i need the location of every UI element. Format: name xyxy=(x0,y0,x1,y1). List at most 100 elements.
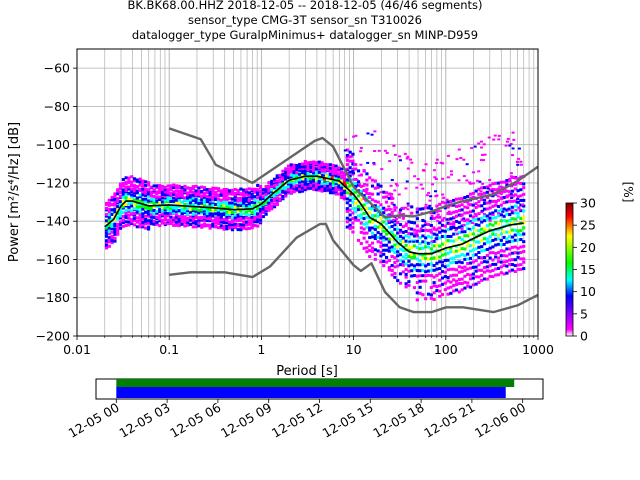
density-cell xyxy=(362,231,366,235)
density-cell xyxy=(407,280,411,284)
density-cell xyxy=(491,194,495,198)
density-cell xyxy=(317,163,321,167)
density-cell xyxy=(144,222,148,226)
density-cell xyxy=(200,201,204,205)
density-cell xyxy=(191,185,195,189)
density-cell xyxy=(491,187,495,191)
density-cell xyxy=(404,252,408,256)
density-cell xyxy=(309,160,313,164)
density-cell xyxy=(505,254,509,258)
density-cell xyxy=(247,205,251,209)
density-cell xyxy=(497,134,501,137)
density-cell xyxy=(233,213,237,217)
density-cell xyxy=(379,250,383,254)
density-cell xyxy=(465,163,469,166)
density-cell xyxy=(410,220,414,224)
density-cell xyxy=(270,204,274,208)
density-cell xyxy=(146,199,151,203)
density-cell xyxy=(272,179,277,183)
density-cell xyxy=(450,173,454,176)
density-cell xyxy=(113,224,117,228)
density-cell xyxy=(244,190,249,194)
density-cell xyxy=(446,286,450,290)
density-cell xyxy=(365,250,369,254)
density-cell xyxy=(121,192,125,196)
density-cell xyxy=(390,248,394,252)
density-cell xyxy=(477,192,481,196)
density-cell xyxy=(239,192,243,196)
density-cell xyxy=(412,267,417,271)
density-cell xyxy=(163,185,167,189)
density-cell xyxy=(448,211,452,214)
density-cell xyxy=(486,187,490,190)
density-cell xyxy=(314,179,319,183)
density-cell xyxy=(127,220,131,224)
density-cell xyxy=(233,195,237,199)
density-cell xyxy=(295,180,299,184)
density-cell xyxy=(398,234,403,238)
density-cell xyxy=(429,247,433,251)
density-cell xyxy=(160,206,165,210)
density-cell xyxy=(440,248,445,252)
density-cell xyxy=(188,189,193,193)
density-cell xyxy=(522,226,526,230)
density-cell xyxy=(340,171,344,175)
density-cell xyxy=(387,240,391,244)
density-cell xyxy=(454,288,459,292)
density-cell xyxy=(236,228,240,232)
density-cell xyxy=(412,244,417,248)
density-cell xyxy=(110,217,114,221)
density-cell xyxy=(110,224,114,228)
density-cell xyxy=(267,205,271,209)
density-cell xyxy=(174,209,179,213)
density-cell xyxy=(487,136,491,139)
density-cell xyxy=(471,209,475,213)
density-cell xyxy=(508,235,512,239)
density-cell xyxy=(107,207,111,211)
density-cell xyxy=(356,180,361,184)
density-cell xyxy=(488,179,492,182)
density-cell xyxy=(174,193,179,197)
density-cell xyxy=(247,187,251,191)
density-cell xyxy=(149,205,153,209)
density-cell xyxy=(474,269,478,273)
density-cell xyxy=(331,184,335,188)
x-tick-label: 100 xyxy=(434,342,458,357)
density-cell xyxy=(383,149,387,152)
density-cell xyxy=(219,205,223,209)
density-cell xyxy=(477,268,481,272)
density-cell xyxy=(219,224,223,228)
density-cell xyxy=(515,201,519,204)
density-cell xyxy=(116,216,120,220)
density-cell xyxy=(370,246,375,250)
density-cell xyxy=(446,212,450,216)
density-cell xyxy=(438,202,442,206)
density-cell xyxy=(230,188,235,192)
density-cell xyxy=(493,134,497,137)
density-cell xyxy=(471,272,475,276)
density-cell xyxy=(398,228,403,232)
density-cell xyxy=(202,193,207,197)
density-cell xyxy=(132,189,137,193)
density-cell xyxy=(482,256,487,260)
density-cell xyxy=(169,184,173,188)
density-cell xyxy=(132,184,137,188)
density-cell xyxy=(166,188,170,192)
density-cell xyxy=(191,209,195,213)
density-cell xyxy=(222,192,226,196)
density-cell xyxy=(118,182,123,186)
density-cell xyxy=(438,210,442,213)
density-cell xyxy=(284,194,288,198)
density-cell xyxy=(135,185,139,189)
density-cell xyxy=(463,230,467,234)
density-cell xyxy=(188,215,193,219)
density-cell xyxy=(432,239,436,243)
density-cell xyxy=(415,207,419,211)
density-cell xyxy=(446,292,450,296)
density-cell xyxy=(239,228,243,232)
density-cell xyxy=(300,179,305,183)
density-cell xyxy=(244,192,249,196)
density-cell xyxy=(404,243,408,247)
density-cell xyxy=(468,285,473,289)
density-cell xyxy=(113,210,117,214)
